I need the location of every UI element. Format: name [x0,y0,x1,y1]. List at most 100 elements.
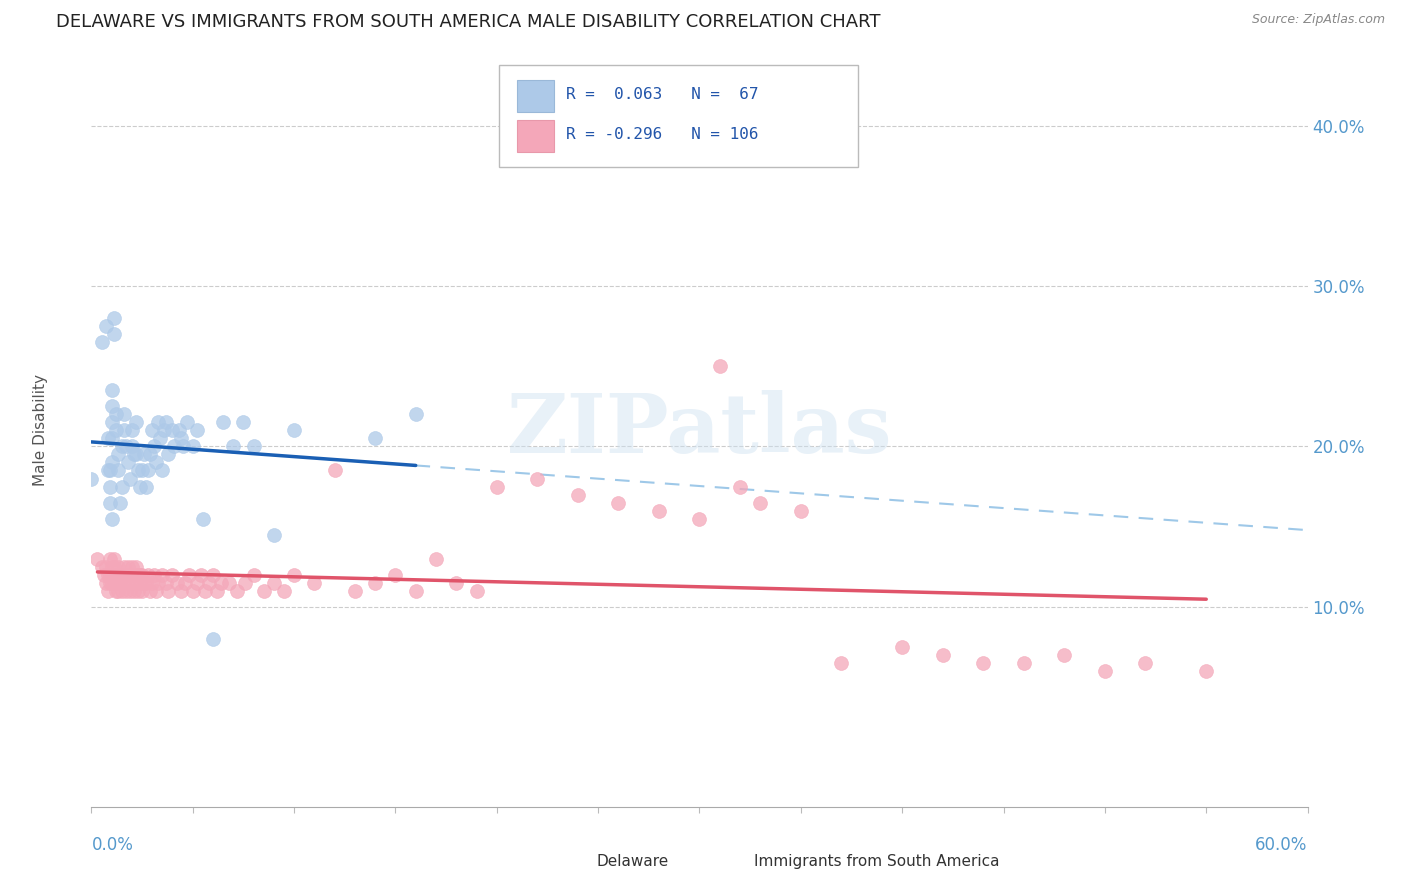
Point [112,408,135,422]
Text: Delaware: Delaware [596,854,668,869]
Point [121,559,143,574]
Point [526,471,548,485]
Point [121,439,143,453]
Point [891,640,914,654]
Text: 0.0%: 0.0% [91,836,134,855]
Text: Male Disability: Male Disability [32,375,48,486]
Point [141,424,163,438]
Point [90,559,112,574]
Point [607,495,630,509]
Point [103,311,125,326]
Point [186,424,208,438]
Point [100,416,122,430]
Point [283,424,305,438]
Point [98,463,121,477]
Point [118,583,141,598]
Point [97,583,120,598]
Point [90,335,112,350]
Point [242,567,264,582]
Point [100,384,122,398]
Point [190,567,212,582]
Point [93,567,115,582]
Point [103,559,125,574]
Point [485,479,508,493]
Point [209,575,232,590]
Point [136,463,159,477]
Point [98,551,121,566]
Point [104,424,127,438]
FancyBboxPatch shape [711,854,738,871]
Point [122,567,145,582]
Point [201,632,224,646]
Point [115,583,138,598]
Point [205,583,228,598]
Text: R =  0.063   N =  67: R = 0.063 N = 67 [565,87,758,103]
Point [100,400,122,414]
Text: Source: ZipAtlas.com: Source: ZipAtlas.com [1251,13,1385,27]
Point [100,559,122,574]
Point [86,551,108,566]
Point [112,575,135,590]
Point [100,511,122,525]
Point [235,575,257,590]
Point [132,575,155,590]
Point [153,424,176,438]
Point [103,551,125,566]
Point [131,583,153,598]
Point [141,575,163,590]
Point [273,583,295,598]
Point [148,416,170,430]
Point [149,431,172,445]
Point [104,575,127,590]
Point [212,416,235,430]
Point [384,567,406,582]
Point [125,575,148,590]
Point [129,479,152,493]
Point [122,583,145,598]
Point [830,656,852,670]
Point [181,583,204,598]
Point [108,575,131,590]
Point [263,527,285,541]
Point [135,479,157,493]
Point [172,439,194,453]
Point [100,455,122,469]
Point [104,583,127,598]
Point [103,327,125,342]
Point [97,431,120,445]
Point [107,575,129,590]
Point [263,575,285,590]
Point [323,463,346,477]
Point [94,575,117,590]
Point [150,463,173,477]
Point [218,575,240,590]
Point [98,479,121,493]
Point [117,559,139,574]
Point [181,439,204,453]
Point [567,487,589,501]
Point [98,495,121,509]
Point [1012,656,1035,670]
Point [155,575,177,590]
Text: DELAWARE VS IMMIGRANTS FROM SOUTH AMERICA MALE DISABILITY CORRELATION CHART: DELAWARE VS IMMIGRANTS FROM SOUTH AMERIC… [56,13,880,31]
Point [112,424,135,438]
Point [150,567,173,582]
Point [688,511,710,525]
Point [1094,664,1116,678]
Point [283,567,305,582]
Point [115,439,138,453]
FancyBboxPatch shape [499,65,858,167]
Point [121,575,143,590]
Point [155,416,177,430]
Text: R = -0.296   N = 106: R = -0.296 N = 106 [565,128,758,143]
Point [125,447,148,461]
Point [232,416,254,430]
Point [107,583,129,598]
Point [1195,664,1218,678]
Point [131,463,153,477]
Point [127,583,149,598]
Point [117,575,139,590]
Point [709,359,731,374]
Point [166,575,188,590]
Point [118,567,141,582]
